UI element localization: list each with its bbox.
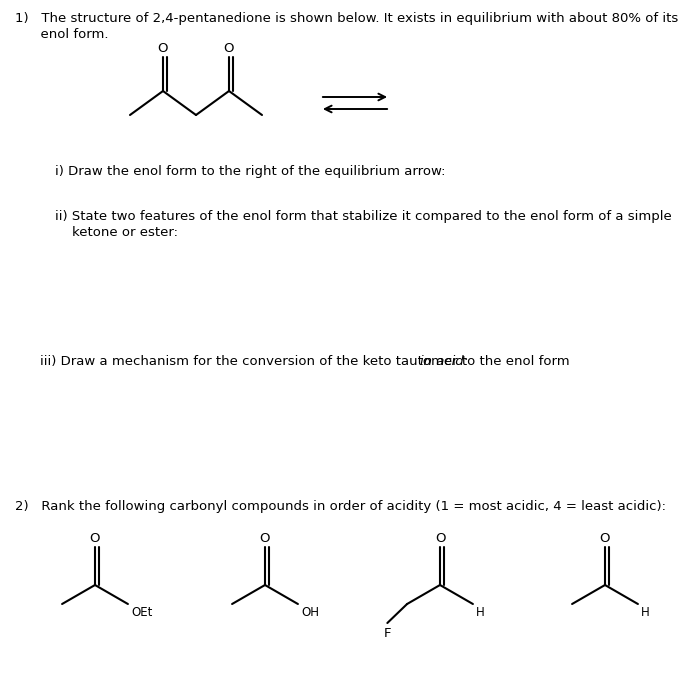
Text: iii) Draw a mechanism for the conversion of the keto tautomer to the enol form: iii) Draw a mechanism for the conversion… (40, 355, 574, 368)
Text: i) Draw the enol form to the right of the equilibrium arrow:: i) Draw the enol form to the right of th… (55, 165, 445, 178)
Text: ketone or ester:: ketone or ester: (55, 226, 178, 239)
Text: in acid:: in acid: (420, 355, 468, 368)
Text: 2)   Rank the following carbonyl compounds in order of acidity (1 = most acidic,: 2) Rank the following carbonyl compounds… (15, 500, 666, 513)
Text: enol form.: enol form. (15, 28, 109, 41)
Text: O: O (90, 532, 100, 545)
Text: O: O (600, 532, 610, 545)
Text: O: O (158, 42, 168, 55)
Text: O: O (435, 532, 445, 545)
Text: ii) State two features of the enol form that stabilize it compared to the enol f: ii) State two features of the enol form … (55, 210, 672, 223)
Text: OH: OH (301, 606, 319, 619)
Text: H: H (641, 606, 650, 619)
Text: O: O (260, 532, 270, 545)
Text: H: H (476, 606, 484, 619)
Text: F: F (384, 627, 391, 640)
Text: O: O (224, 42, 234, 55)
Text: 1)   The structure of 2,4-pentanedione is shown below. It exists in equilibrium : 1) The structure of 2,4-pentanedione is … (15, 12, 678, 25)
Text: OEt: OEt (131, 606, 153, 619)
